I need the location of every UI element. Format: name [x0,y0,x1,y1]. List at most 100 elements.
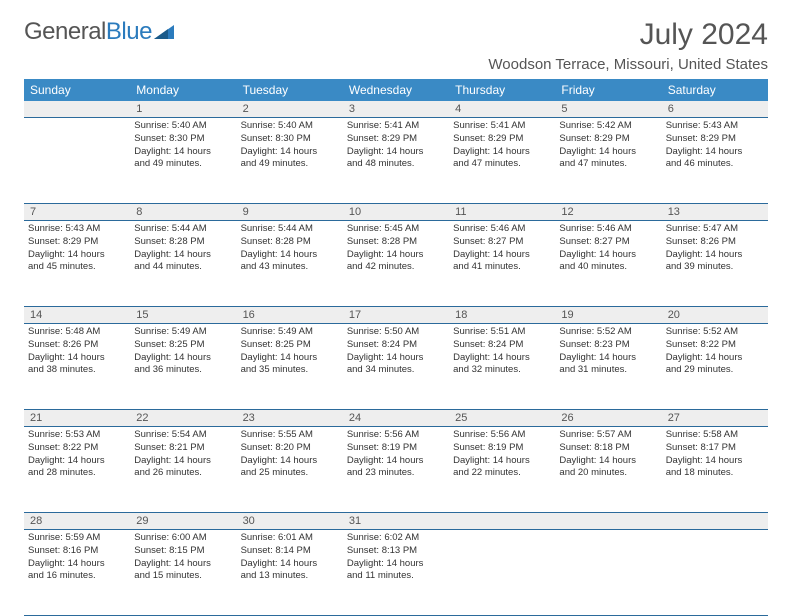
day-line: Sunset: 8:15 PM [134,545,232,558]
day-number-cell: 12 [555,204,661,221]
day-number-cell: 7 [24,204,130,221]
day-line: and 22 minutes. [453,467,551,480]
day-content: Sunrise: 5:40 AMSunset: 8:30 PMDaylight:… [130,118,236,175]
day-cell: Sunrise: 5:43 AMSunset: 8:29 PMDaylight:… [24,221,130,307]
day-number: 31 [343,513,449,529]
day-number: 17 [343,307,449,323]
day-cell: Sunrise: 5:46 AMSunset: 8:27 PMDaylight:… [449,221,555,307]
day-line: Sunset: 8:29 PM [559,133,657,146]
day-line: and 40 minutes. [559,261,657,274]
day-line: Sunrise: 5:43 AM [666,120,764,133]
location: Woodson Terrace, Missouri, United States [488,56,768,73]
day-number-row: 28293031 [24,513,768,530]
day-line: Sunrise: 5:49 AM [241,326,339,339]
day-number-cell: 3 [343,101,449,118]
day-number-cell [24,101,130,118]
header: GeneralBlue July 2024 Woodson Terrace, M… [24,18,768,73]
day-line: Sunrise: 6:01 AM [241,532,339,545]
day-line: and 18 minutes. [666,467,764,480]
day-line: Sunset: 8:26 PM [666,236,764,249]
day-cell: Sunrise: 5:57 AMSunset: 8:18 PMDaylight:… [555,427,661,513]
day-cell [24,118,130,204]
day-content: Sunrise: 5:52 AMSunset: 8:23 PMDaylight:… [555,324,661,381]
day-content: Sunrise: 5:47 AMSunset: 8:26 PMDaylight:… [662,221,768,278]
day-header: Friday [555,79,661,101]
day-line: Daylight: 14 hours [241,455,339,468]
day-number: 1 [130,101,236,117]
day-content: Sunrise: 5:54 AMSunset: 8:21 PMDaylight:… [130,427,236,484]
day-number: 28 [24,513,130,529]
day-line: Sunrise: 5:59 AM [28,532,126,545]
day-line: Daylight: 14 hours [134,249,232,262]
day-line: Sunset: 8:21 PM [134,442,232,455]
day-number: 10 [343,204,449,220]
day-line: Sunset: 8:18 PM [559,442,657,455]
logo: GeneralBlue [24,18,176,46]
day-number-cell: 25 [449,410,555,427]
day-line: Daylight: 14 hours [666,455,764,468]
day-line: Daylight: 14 hours [241,558,339,571]
day-line: and 16 minutes. [28,570,126,583]
day-line: Daylight: 14 hours [28,455,126,468]
day-line: Daylight: 14 hours [559,249,657,262]
day-number-cell: 16 [237,307,343,324]
day-number-cell: 2 [237,101,343,118]
day-cell: Sunrise: 5:41 AMSunset: 8:29 PMDaylight:… [449,118,555,204]
day-cell: Sunrise: 5:48 AMSunset: 8:26 PMDaylight:… [24,324,130,410]
day-line: and 46 minutes. [666,158,764,171]
day-number-row: 78910111213 [24,204,768,221]
week-row: Sunrise: 5:43 AMSunset: 8:29 PMDaylight:… [24,221,768,307]
day-line: Sunset: 8:19 PM [453,442,551,455]
day-number: 15 [130,307,236,323]
day-content: Sunrise: 5:59 AMSunset: 8:16 PMDaylight:… [24,530,130,587]
day-line: and 28 minutes. [28,467,126,480]
day-number-cell: 18 [449,307,555,324]
day-number: 18 [449,307,555,323]
day-cell: Sunrise: 5:40 AMSunset: 8:30 PMDaylight:… [237,118,343,204]
day-line: and 32 minutes. [453,364,551,377]
day-number-cell: 29 [130,513,236,530]
day-line: Sunset: 8:27 PM [453,236,551,249]
day-line: and 26 minutes. [134,467,232,480]
day-line: Daylight: 14 hours [241,352,339,365]
day-content: Sunrise: 6:02 AMSunset: 8:13 PMDaylight:… [343,530,449,587]
day-number: 2 [237,101,343,117]
day-content: Sunrise: 5:42 AMSunset: 8:29 PMDaylight:… [555,118,661,175]
logo-triangle-icon [154,23,176,41]
day-number-row: 21222324252627 [24,410,768,427]
day-line: Sunrise: 5:41 AM [347,120,445,133]
day-number-cell: 5 [555,101,661,118]
day-line: and 23 minutes. [347,467,445,480]
day-line: Sunrise: 6:02 AM [347,532,445,545]
day-line: and 45 minutes. [28,261,126,274]
day-number-cell: 23 [237,410,343,427]
day-content: Sunrise: 5:44 AMSunset: 8:28 PMDaylight:… [237,221,343,278]
day-number-cell: 17 [343,307,449,324]
day-line: Daylight: 14 hours [134,352,232,365]
day-line: Sunrise: 5:45 AM [347,223,445,236]
day-header: Sunday [24,79,130,101]
day-line: Sunset: 8:25 PM [134,339,232,352]
day-line: Sunset: 8:28 PM [347,236,445,249]
day-line: Sunset: 8:28 PM [241,236,339,249]
day-number-cell: 10 [343,204,449,221]
day-number: 3 [343,101,449,117]
day-line: Daylight: 14 hours [347,146,445,159]
day-number-cell: 24 [343,410,449,427]
day-line: Daylight: 14 hours [28,558,126,571]
day-line: Sunset: 8:29 PM [347,133,445,146]
day-line: Sunset: 8:23 PM [559,339,657,352]
day-cell: Sunrise: 5:56 AMSunset: 8:19 PMDaylight:… [343,427,449,513]
day-number-cell: 1 [130,101,236,118]
month-title: July 2024 [488,18,768,52]
day-line: Daylight: 14 hours [347,249,445,262]
day-line: Sunset: 8:25 PM [241,339,339,352]
day-line: and 41 minutes. [453,261,551,274]
day-number-cell: 20 [662,307,768,324]
day-line: and 13 minutes. [241,570,339,583]
week-row: Sunrise: 5:59 AMSunset: 8:16 PMDaylight:… [24,530,768,616]
day-cell: Sunrise: 5:45 AMSunset: 8:28 PMDaylight:… [343,221,449,307]
day-line: Sunset: 8:22 PM [666,339,764,352]
day-cell: Sunrise: 5:59 AMSunset: 8:16 PMDaylight:… [24,530,130,616]
day-number-cell: 13 [662,204,768,221]
